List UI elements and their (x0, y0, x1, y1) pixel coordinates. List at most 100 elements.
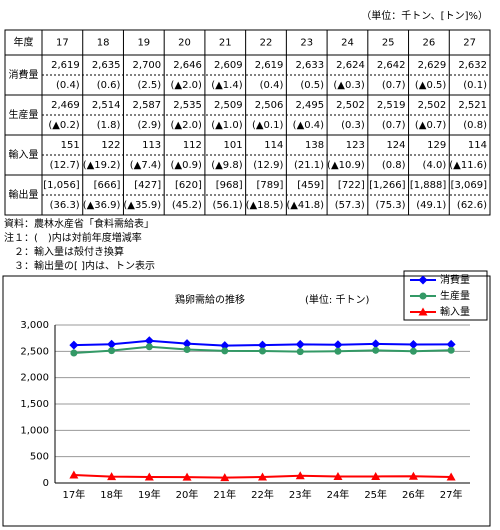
cell-value: 2,629 (418, 60, 447, 71)
point (69, 470, 79, 479)
cell-rate: (57.3) (335, 200, 365, 211)
cell-rate: (0.8) (382, 160, 406, 171)
x-tick-label: 19年 (138, 488, 161, 501)
x-tick-label: 18年 (100, 488, 123, 501)
cell-rate: (0.8) (463, 120, 487, 131)
note: ２：輸入量は殻付き換算 (4, 245, 124, 258)
cell-rate: (0.6) (97, 80, 121, 91)
cell-value: 112 (183, 140, 202, 151)
point (70, 349, 78, 357)
cell-rate: (21.1) (294, 160, 324, 171)
point (107, 472, 117, 481)
legend-label: 消費量 (440, 273, 470, 286)
point (446, 339, 456, 349)
cell-value: 2,469 (51, 100, 80, 111)
cell-value: 123 (346, 140, 365, 151)
cell-rate: (56.1) (213, 200, 243, 211)
cell-rate: (▲36.9) (83, 200, 121, 211)
x-tick-label: 17年 (62, 488, 85, 501)
cell-rate: (0.1) (463, 80, 487, 91)
cell-rate: (0.7) (382, 120, 406, 131)
year-header: 22 (260, 38, 273, 49)
cell-rate: (12.7) (50, 160, 80, 171)
y-tick-label: 1,000 (20, 425, 49, 436)
chart-frame (2, 275, 491, 527)
cell-value: 2,519 (377, 100, 406, 111)
cell-value: [1,888] (410, 180, 447, 191)
x-tick-label: 27年 (440, 488, 463, 501)
legend-marker (418, 275, 428, 285)
cell-rate: (▲1.0) (211, 120, 242, 131)
year-header: 21 (219, 38, 232, 49)
y-tick-label: 2,000 (20, 373, 49, 384)
cell-value: 129 (427, 140, 446, 151)
cell-rate: (12.9) (253, 160, 283, 171)
cell-rate: (0.7) (382, 80, 406, 91)
cell-value: [666] (94, 180, 121, 191)
point (372, 346, 380, 354)
row-label: 生産量 (9, 108, 39, 121)
point (183, 345, 191, 353)
point (409, 347, 417, 355)
cell-value: [459] (297, 180, 324, 191)
point (182, 339, 192, 349)
cell-value: [620] (175, 180, 202, 191)
point (408, 340, 418, 350)
cell-rate: (▲7.4) (130, 160, 161, 171)
year-header: 20 (178, 38, 191, 49)
cell-value: 2,619 (255, 60, 284, 71)
cell-value: 113 (142, 140, 161, 151)
cell-rate: (0.5) (300, 80, 324, 91)
cell-value: [1,266] (369, 180, 406, 191)
year-header: 19 (137, 38, 150, 49)
x-tick-label: 26年 (402, 488, 425, 501)
year-header: 26 (423, 38, 436, 49)
cell-rate: (2.5) (137, 80, 161, 91)
year-header: 17 (56, 38, 69, 49)
note: ３：輸出量の[ ]内は、トン表示 (4, 259, 155, 272)
legend-label: 生産量 (440, 289, 470, 302)
cell-value: 2,502 (336, 100, 365, 111)
cell-value: 2,624 (336, 60, 365, 71)
cell-rate: (62.6) (457, 200, 487, 211)
cell-value: [968] (216, 180, 243, 191)
cell-rate: (2.9) (137, 120, 161, 131)
cell-value: 2,495 (295, 100, 324, 111)
cell-value: [3,069] (451, 180, 488, 191)
cell-rate: (0.4) (260, 80, 284, 91)
cell-rate: (▲0.7) (415, 120, 446, 131)
x-tick-label: 23年 (289, 488, 312, 501)
table-header: 年度 (14, 36, 34, 49)
x-tick-label: 24年 (327, 488, 350, 501)
cell-value: 2,514 (92, 100, 121, 111)
cell-value: 2,521 (458, 100, 487, 111)
cell-rate: (▲0.4) (293, 120, 324, 131)
legend-label: 輸入量 (440, 305, 470, 318)
cell-value: 2,633 (295, 60, 324, 71)
cell-rate: (▲2.0) (171, 80, 202, 91)
cell-value: [1,056] (43, 180, 80, 191)
cell-value: 2,502 (418, 100, 447, 111)
cell-value: 138 (305, 140, 324, 151)
cell-value: 2,635 (92, 60, 121, 71)
x-tick-label: 20年 (176, 488, 199, 501)
y-tick-label: 3,000 (20, 320, 49, 331)
point (108, 347, 116, 355)
y-tick-label: 1,500 (20, 399, 49, 410)
cell-rate: (4.0) (423, 160, 447, 171)
cell-value: 124 (386, 140, 405, 151)
cell-value: 2,700 (133, 60, 162, 71)
point (408, 471, 418, 480)
cell-rate: (▲0.5) (415, 80, 446, 91)
y-tick-label: 2,500 (20, 346, 49, 357)
cell-rate: (▲0.3) (333, 80, 364, 91)
cell-value: 2,642 (377, 60, 406, 71)
cell-rate: (▲11.6) (449, 160, 487, 171)
cell-value: 2,509 (214, 100, 243, 111)
cell-rate: (45.2) (172, 200, 202, 211)
point (295, 471, 305, 480)
cell-rate: (▲41.8) (286, 200, 324, 211)
point (258, 340, 267, 350)
legend-box (403, 270, 488, 321)
